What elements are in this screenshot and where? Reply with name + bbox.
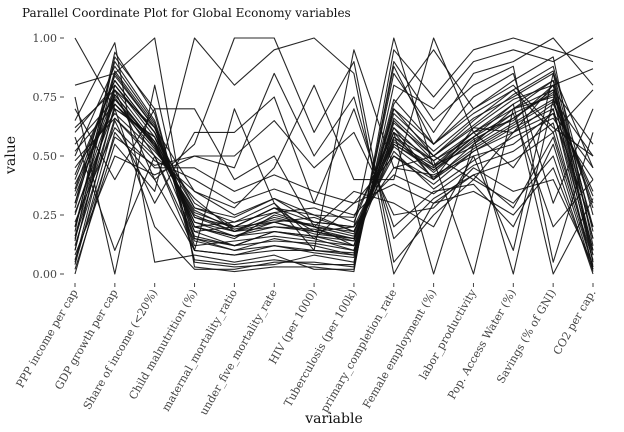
y-tick-label: 0.75 [33,91,58,104]
series-line [74,75,594,275]
series-line [74,108,594,251]
x-tick-label: Child malnutrition (%) [126,287,200,402]
series-line [74,61,594,256]
y-tick-label: 0.25 [33,209,58,222]
series-line [74,37,594,275]
x-tick-label: Share of income (<20%) [81,287,161,412]
series-line [74,37,594,270]
x-tick-label: Female employment (%) [360,287,439,411]
series-line [74,56,594,263]
x-tick-label: under_five_mortality_rate [197,287,280,418]
series-line [74,68,594,247]
x-tick-label: Tuberculosis (per 100k) [282,287,360,409]
series-line [74,91,594,240]
series-line [74,89,594,256]
series-line [74,37,594,275]
series-line [74,89,594,275]
y-tick-label: 1.00 [33,32,58,45]
x-axis-title: variable [304,411,363,427]
y-tick-label: 0.00 [33,268,58,281]
series-line [74,37,594,273]
series-line [74,65,594,266]
series-line [74,49,594,259]
x-tick-label: CO2 per cap. [551,287,599,357]
series-line [74,79,594,275]
y-axis-ticks: 0.00 0.25 0.50 0.75 1.00 [33,32,64,281]
series-line [74,51,594,256]
series-lines [74,37,594,275]
series-line [74,72,594,268]
y-axis-title: value [3,136,19,175]
series-line [74,37,594,275]
x-tick-label: Pop. Access Water (%) [445,287,519,402]
chart-title: Parallel Coordinate Plot for Global Econ… [22,6,351,20]
x-tick-label: primary_completion_rate [318,287,399,415]
y-tick-label: 0.50 [33,150,58,163]
x-tick-label: maternal_mortality_ratio [159,287,240,414]
